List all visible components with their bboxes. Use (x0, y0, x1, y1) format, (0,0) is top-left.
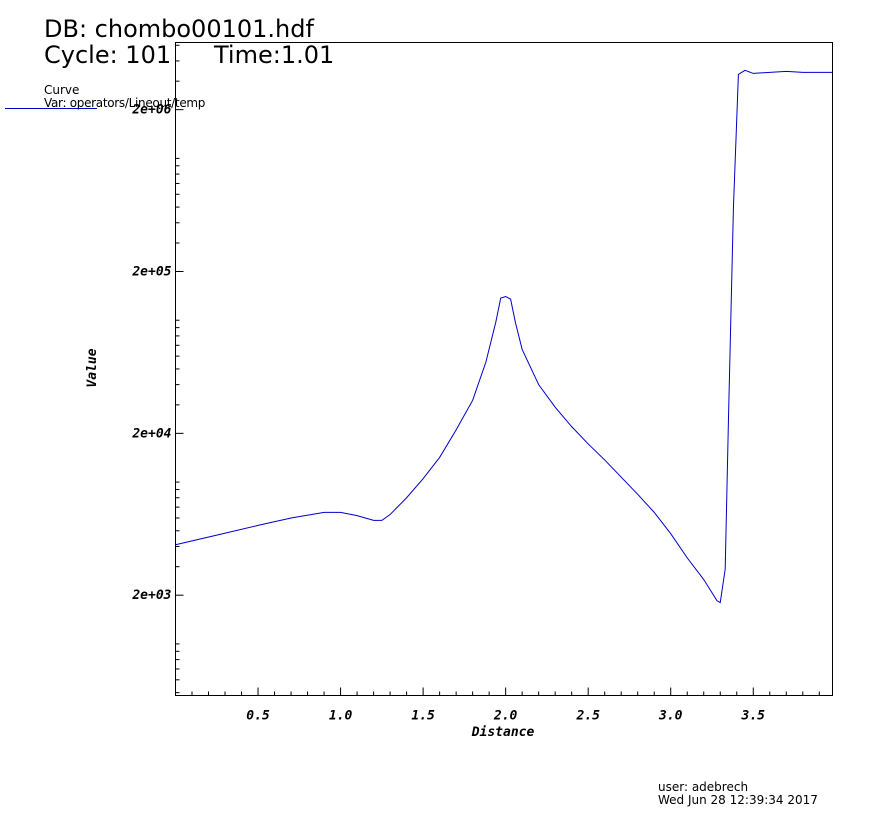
cycle-label: Cycle: 101 (44, 41, 172, 69)
legend-var-label: Var: operators/Lineout/temp (44, 96, 206, 110)
x-tick-label: 3.0 (658, 709, 683, 724)
x-tick-label: 1.5 (411, 709, 435, 724)
x-axis-label: Distance (471, 725, 535, 740)
y-tick-label: 2e+06 (131, 103, 171, 118)
x-tick-label: 3.5 (741, 709, 766, 724)
footer-timestamp: Wed Jun 28 12:39:34 2017 (658, 793, 818, 807)
y-axis-label: Value (85, 348, 100, 387)
time-label: Time:1.01 (214, 41, 335, 69)
footer-user: user: adebrech (658, 780, 749, 794)
x-axis-ticks: 0.5 1.0 1.5 2.0 2.5 3.0 3.5 (191, 687, 820, 724)
y-tick-label: 2e+05 (131, 265, 171, 280)
x-tick-label: 0.5 (246, 709, 270, 724)
y-axis-ticks: 2e+03 2e+04 2e+05 2e+06 (131, 44, 184, 694)
legend-title: Curve (44, 83, 80, 97)
x-tick-label: 2.0 (493, 709, 518, 724)
db-title: DB: chombo00101.hdf (44, 15, 314, 43)
x-tick-label: 1.0 (329, 709, 353, 724)
y-tick-label: 2e+04 (131, 426, 171, 441)
series-line (175, 69, 833, 604)
x-tick-label: 2.5 (575, 709, 600, 724)
y-tick-label: 2e+03 (131, 588, 171, 603)
legend-swatch (5, 108, 97, 109)
plot-frame (175, 42, 833, 696)
